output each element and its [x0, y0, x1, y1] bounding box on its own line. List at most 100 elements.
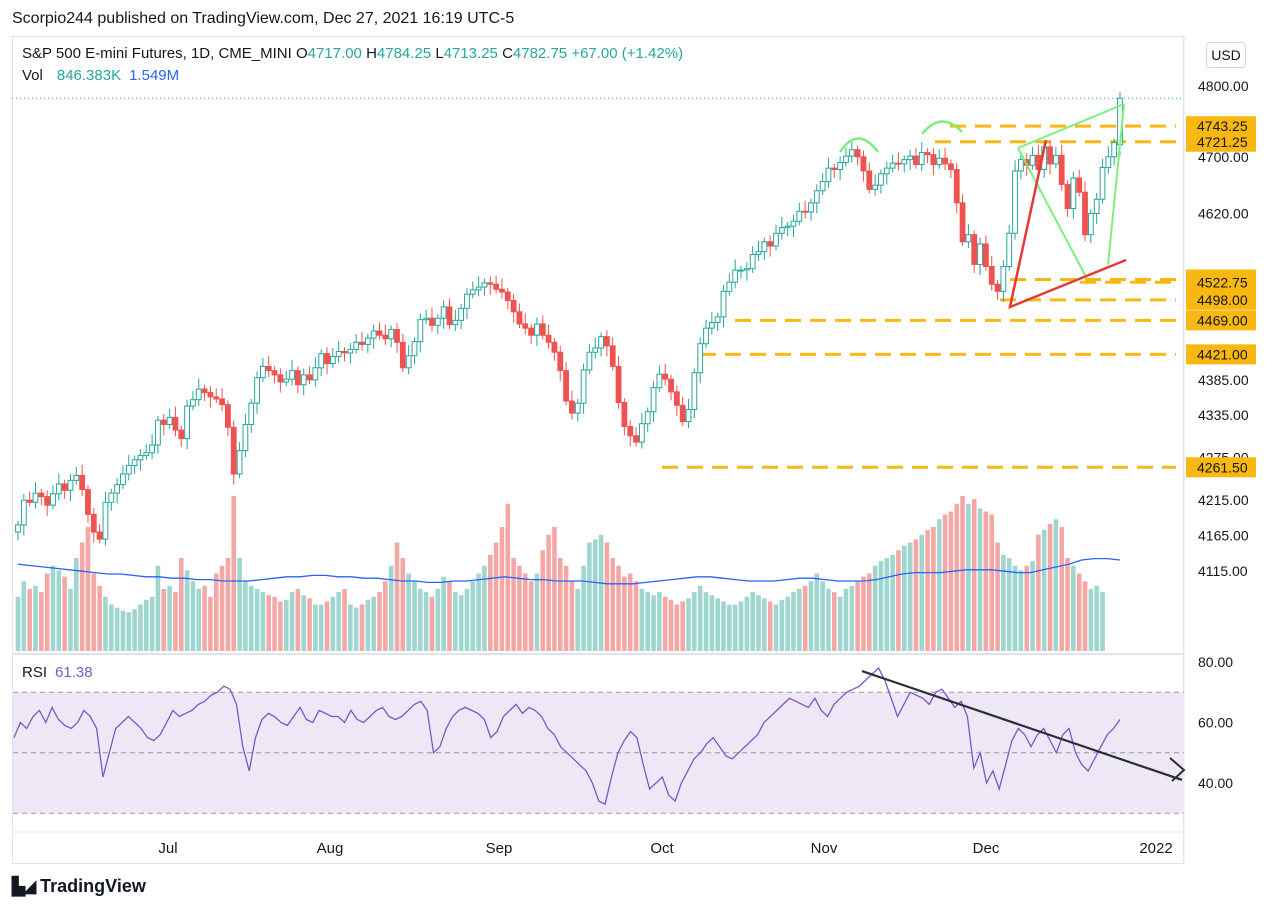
volume-bar: [330, 596, 336, 651]
candle-body: [930, 154, 937, 166]
candle-body: [32, 492, 39, 503]
volume-bar: [773, 604, 779, 651]
candle-body: [953, 169, 960, 204]
rsi-legend: RSI 61.38: [22, 664, 93, 681]
candle-body: [971, 234, 978, 265]
green-arc: [838, 137, 880, 153]
volume-bar: [202, 585, 207, 651]
volume-bar: [534, 573, 540, 651]
level-tag: [1186, 289, 1256, 310]
volume-bar: [278, 601, 283, 651]
volume-bar: [138, 604, 143, 651]
candle-body: [213, 396, 220, 400]
volume-bar: [173, 592, 178, 651]
candle-body: [434, 317, 441, 326]
candle-body: [1052, 154, 1059, 165]
candle-body: [854, 149, 861, 158]
open-value: 4717.00: [307, 45, 362, 62]
volume-bar: [79, 542, 85, 651]
candle-body: [982, 243, 989, 268]
volume-bar: [493, 542, 499, 651]
price-tick-label: 4800.00: [1198, 78, 1249, 94]
volume-bar: [960, 496, 965, 651]
volume-bar: [668, 599, 674, 651]
candle-body: [1000, 266, 1007, 292]
rsi-tick-label: 80.00: [1198, 654, 1233, 670]
level-tag: [1186, 310, 1256, 331]
candle-body: [918, 152, 925, 166]
volume-bar: [62, 576, 67, 651]
candle-body: [685, 409, 692, 423]
price-legend: S&P 500 E-mini Futures, 1D, CME_MINI O47…: [22, 45, 683, 62]
volume-bar: [487, 554, 493, 651]
candle-body: [464, 293, 470, 309]
candle-body: [738, 269, 744, 272]
candle-body: [289, 370, 295, 380]
candle-body: [808, 202, 814, 213]
volume-bar: [1024, 565, 1030, 651]
volume-bar: [371, 596, 376, 651]
volume-bar: [441, 576, 446, 651]
currency-button[interactable]: USD: [1206, 42, 1246, 68]
candle-body: [353, 341, 360, 350]
candle-body: [417, 319, 424, 343]
volume-bar: [674, 604, 680, 651]
candle-body: [469, 289, 476, 295]
volume-bar: [1036, 534, 1041, 651]
candle-body: [143, 452, 150, 457]
volume-bar: [365, 599, 371, 651]
candle-body: [1111, 142, 1118, 158]
volume-bar: [458, 595, 464, 651]
volume-label[interactable]: Vol: [22, 67, 43, 84]
candle-body: [329, 355, 336, 365]
volume-bar: [289, 592, 295, 651]
volume-bar: [132, 609, 137, 651]
candle-body: [131, 459, 138, 467]
tradingview-logo-icon: ▙◢: [12, 876, 36, 896]
candle-body: [796, 210, 803, 222]
volume-bar: [178, 558, 184, 651]
level-tag: [1186, 344, 1256, 365]
volume-bar: [697, 585, 703, 651]
brand-name: TradingView: [40, 876, 146, 896]
volume-bar: [744, 596, 750, 651]
candle-body: [504, 291, 511, 302]
volume-bar: [470, 581, 476, 651]
time-tick-label: Aug: [317, 840, 344, 857]
volume-bar: [44, 573, 50, 651]
volume-bar: [1041, 530, 1047, 651]
candle-body: [475, 286, 482, 291]
candle-body: [621, 401, 628, 428]
volume-bar: [1006, 558, 1012, 651]
price-tick-label: 4165.00: [1198, 528, 1249, 544]
level-tag: [1186, 131, 1256, 152]
volume-bar: [97, 585, 102, 651]
volume-bar: [15, 596, 21, 651]
candle-body: [1070, 177, 1077, 209]
volume-bar: [575, 589, 581, 651]
candle-body: [376, 330, 383, 336]
candle-body: [510, 300, 517, 313]
volume-bar: [890, 554, 895, 651]
volume-bar: [476, 573, 481, 651]
volume-bar: [447, 581, 452, 651]
candle-body: [714, 316, 721, 323]
volume-bar: [1047, 523, 1053, 651]
volume-bar: [680, 601, 685, 651]
volume-bar: [266, 595, 272, 651]
volume-bar: [587, 542, 592, 651]
price-tick-label: 4215.00: [1198, 492, 1249, 508]
close-label: C: [502, 45, 513, 62]
volume-bar: [966, 503, 971, 651]
volume-bar: [435, 589, 441, 651]
candle-body: [638, 423, 645, 443]
rsi-label[interactable]: RSI: [22, 664, 48, 681]
candle-body: [650, 387, 657, 413]
volume-bar: [161, 589, 167, 651]
candle-body: [149, 444, 156, 454]
symbol-title[interactable]: S&P 500 E-mini Futures, 1D, CME_MINI: [22, 45, 292, 62]
volume-bar: [324, 601, 330, 651]
level-tag: [1186, 457, 1256, 478]
volume-bar: [837, 596, 843, 651]
